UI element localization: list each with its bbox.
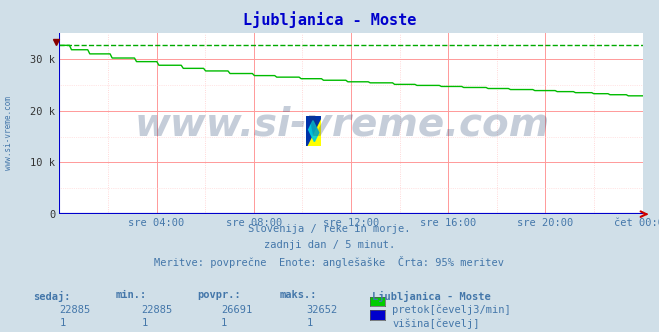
Text: 32652: 32652 (306, 305, 337, 315)
Text: min.:: min.: (115, 290, 146, 300)
Polygon shape (306, 116, 321, 146)
Text: višina[čevelj]: višina[čevelj] (392, 318, 480, 329)
Text: 1: 1 (221, 318, 227, 328)
Polygon shape (306, 116, 321, 146)
Text: 22885: 22885 (142, 305, 173, 315)
Text: povpr.:: povpr.: (198, 290, 241, 300)
Text: Slovenija / reke in morje.: Slovenija / reke in morje. (248, 224, 411, 234)
Text: pretok[čevelj3/min]: pretok[čevelj3/min] (392, 305, 511, 315)
Text: 1: 1 (59, 318, 65, 328)
Text: www.si-vreme.com: www.si-vreme.com (4, 96, 13, 170)
Text: 26691: 26691 (221, 305, 252, 315)
Polygon shape (308, 121, 319, 141)
Text: 1: 1 (306, 318, 312, 328)
Text: 1: 1 (142, 318, 148, 328)
Text: Ljubljanica - Moste: Ljubljanica - Moste (372, 290, 491, 301)
Text: zadnji dan / 5 minut.: zadnji dan / 5 minut. (264, 240, 395, 250)
Text: 22885: 22885 (59, 305, 90, 315)
Text: Meritve: povprečne  Enote: anglešaške  Črta: 95% meritev: Meritve: povprečne Enote: anglešaške Črt… (154, 256, 505, 268)
Text: www.si-vreme.com: www.si-vreme.com (135, 106, 550, 143)
Text: maks.:: maks.: (280, 290, 318, 300)
Text: Ljubljanica - Moste: Ljubljanica - Moste (243, 12, 416, 29)
Text: sedaj:: sedaj: (33, 290, 71, 301)
